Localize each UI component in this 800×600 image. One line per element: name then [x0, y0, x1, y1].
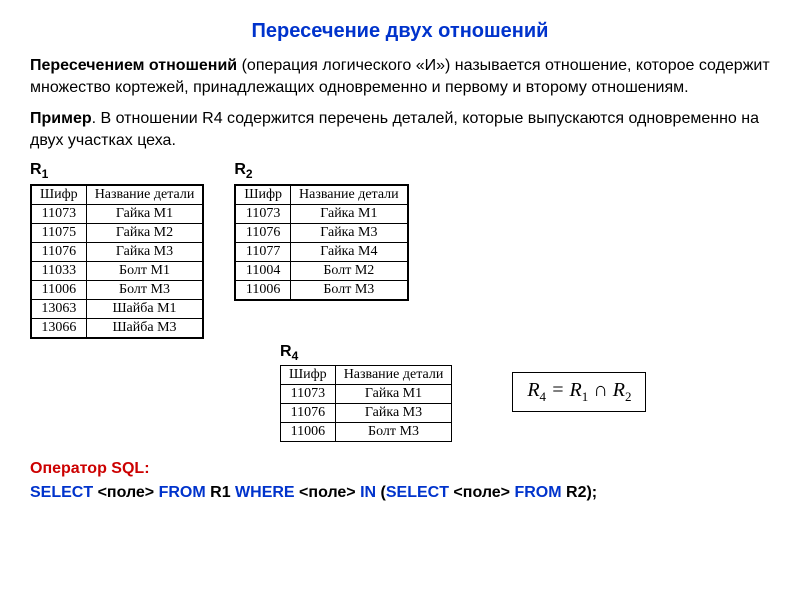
table-r4-label: R4 — [280, 343, 452, 363]
lower-row: R4 ШифрНазвание детали 11073Гайка М1 110… — [30, 343, 770, 442]
table-r2-label: R2 — [234, 161, 408, 181]
table-r4: ШифрНазвание детали 11073Гайка М1 11076Г… — [280, 365, 452, 442]
definition-term: Пересечением отношений — [30, 57, 237, 74]
formula-box: R4 = R1 ∩ R2 — [512, 372, 646, 412]
table-row: 11076Гайка М3 — [281, 403, 452, 422]
col-code: Шифр — [31, 185, 86, 205]
sql-statement: SELECT <поле> FROM R1 WHERE <поле> IN (S… — [30, 484, 770, 502]
table-row: 11075Гайка М2 — [31, 223, 203, 242]
example-label: Пример — [30, 110, 92, 127]
example-text: . В отношении R4 содержится перечень дет… — [30, 110, 759, 149]
tables-row-top: R1 ШифрНазвание детали 11073Гайка М1 110… — [30, 161, 770, 338]
table-row: 11073Гайка М1 — [281, 384, 452, 403]
table-row: 11004Болт М2 — [235, 261, 407, 280]
table-row: 11006Болт М3 — [31, 280, 203, 299]
table-r1-block: R1 ШифрНазвание детали 11073Гайка М1 110… — [30, 161, 204, 338]
table-row: 11006Болт М3 — [281, 422, 452, 441]
table-row: 13066Шайба М3 — [31, 318, 203, 338]
col-code: Шифр — [281, 365, 336, 384]
sql-header: Оператор SQL: — [30, 460, 770, 478]
table-r2: ШифрНазвание детали 11073Гайка М1 11076Г… — [234, 184, 408, 301]
col-name: Название детали — [86, 185, 203, 205]
table-r2-block: R2 ШифрНазвание детали 11073Гайка М1 110… — [234, 161, 408, 300]
col-code: Шифр — [235, 185, 290, 205]
col-name: Название детали — [335, 365, 452, 384]
table-row: 11033Болт М1 — [31, 261, 203, 280]
paragraph-definition: Пересечением отношений (операция логичес… — [30, 55, 770, 98]
table-row: 11077Гайка М4 — [235, 242, 407, 261]
paragraph-example: Пример. В отношении R4 содержится перече… — [30, 108, 770, 151]
table-row: 11073Гайка М1 — [31, 204, 203, 223]
table-row: 11076Гайка М3 — [31, 242, 203, 261]
table-r4-block: R4 ШифрНазвание детали 11073Гайка М1 110… — [280, 343, 452, 442]
table-row: 13063Шайба М1 — [31, 299, 203, 318]
table-row: 11006Болт М3 — [235, 280, 407, 300]
table-row: 11073Гайка М1 — [235, 204, 407, 223]
page-title: Пересечение двух отношений — [30, 20, 770, 43]
col-name: Название детали — [291, 185, 408, 205]
table-row: 11076Гайка М3 — [235, 223, 407, 242]
table-r1-label: R1 — [30, 161, 204, 181]
table-r1: ШифрНазвание детали 11073Гайка М1 11075Г… — [30, 184, 204, 339]
